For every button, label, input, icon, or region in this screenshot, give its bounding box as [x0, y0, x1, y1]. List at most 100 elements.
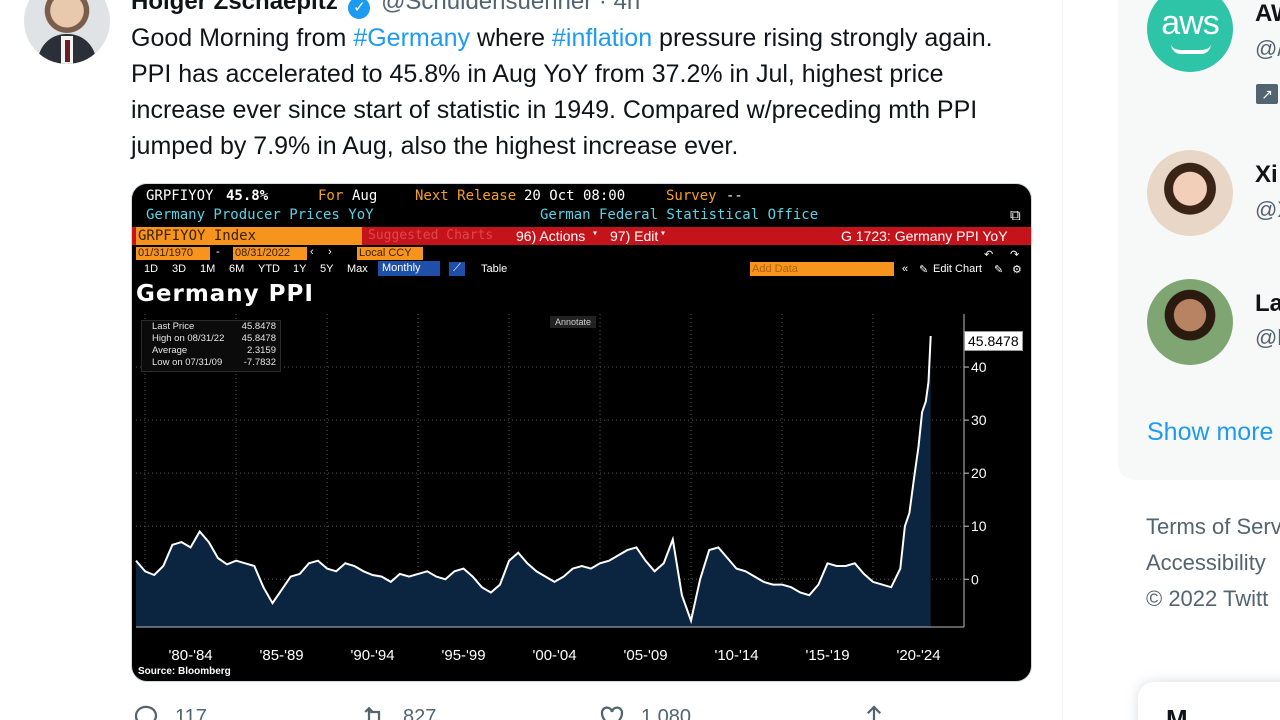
start-date-field[interactable]: 01/31/1970 — [136, 247, 210, 260]
y-tick-label: 30 — [971, 412, 987, 428]
chevron-left-icon[interactable]: ‹ — [310, 246, 314, 258]
promoted-link-icon: ↗ — [1256, 84, 1278, 104]
chevron-down-icon: ▾ — [592, 228, 599, 239]
period-6m[interactable]: 6M — [229, 263, 245, 275]
end-date-field[interactable]: 08/31/2022 — [233, 247, 307, 260]
like-button[interactable]: 1,080 — [597, 702, 691, 720]
follow-name[interactable]: AW — [1255, 0, 1280, 27]
chevron-right-icon[interactable]: › — [328, 246, 332, 258]
legend-label: Low on 07/31/09 — [152, 357, 223, 368]
x-tick-label: '95-'99 — [442, 647, 486, 664]
footer-terms-link[interactable]: Terms of Serv — [1146, 514, 1280, 539]
frequency-select[interactable]: Monthly — [378, 261, 440, 276]
legend-row-low: Low on 07/31/09 -7.7832 — [142, 357, 280, 369]
who-to-follow-panel — [1118, 0, 1280, 480]
edit-icon[interactable]: ✎ — [994, 264, 1004, 276]
terminal-next-release-label: Next Release — [415, 188, 517, 204]
aws-smile-icon — [1171, 44, 1211, 54]
tweet-timestamp[interactable]: · 4h — [598, 0, 641, 15]
chart-title: Germany PPI — [136, 281, 314, 307]
ppi-line — [135, 335, 932, 625]
chart-source: Source: Bloomberg — [138, 666, 231, 677]
follow-handle: @X — [1255, 197, 1280, 222]
table-button[interactable]: Table — [481, 263, 508, 275]
period-ytd[interactable]: YTD — [258, 263, 280, 275]
footer-accessibility-link[interactable]: Accessibility — [1146, 550, 1266, 575]
heart-icon — [600, 706, 624, 720]
currency-select[interactable]: Local CCY — [357, 247, 423, 260]
tweet-text-part: pressure rising strongly again. PPI has … — [131, 24, 993, 160]
tweet-text-part: where — [470, 24, 553, 52]
x-axis: '80-'84 '85-'89 '90-'94 '95-'99 '00-'04 '05-'… — [169, 647, 941, 664]
share-button[interactable] — [859, 702, 889, 720]
aws-logo: aws — [1161, 4, 1219, 42]
tweet-text: Good Morning from #Germany where #inflat… — [131, 20, 1031, 164]
retweet-button[interactable]: 827 — [359, 702, 436, 720]
legend-row-average: Average 2.3159 — [142, 345, 280, 357]
terminal-next-release-value: 20 Oct 08:00 — [524, 188, 626, 204]
tweet-author-row: Holger Zschaepitz ✓ @Schuldensuehner · 4… — [131, 0, 641, 19]
terminal-for-value: Aug — [352, 188, 378, 204]
line-chart-icon[interactable]: ⟋ — [449, 262, 465, 276]
follow-name[interactable]: Xi — [1255, 161, 1278, 188]
retweet-count: 827 — [403, 705, 437, 720]
actions-menu[interactable]: 96) Actions — [516, 228, 586, 244]
terminal-series-desc: Germany Producer Prices YoY — [146, 207, 374, 223]
follow-avatar[interactable] — [1147, 150, 1233, 236]
add-data-field[interactable]: Add Data — [750, 262, 894, 276]
x-tick-label: '15-'19 — [805, 647, 849, 664]
column-divider — [1062, 0, 1063, 720]
terminal-survey-label: Survey — [666, 188, 717, 204]
follow-handle: @l — [1255, 325, 1280, 350]
edit-chart-button[interactable]: Edit Chart — [933, 263, 982, 275]
hashtag-link[interactable]: #Germany — [353, 24, 471, 52]
ppi-area-fill — [136, 336, 931, 627]
verified-badge-icon: ✓ — [348, 0, 371, 19]
chart-code-label: G 1723: Germany PPI YoY — [841, 228, 1008, 244]
terminal-ticker: GRPFIYOY — [146, 188, 214, 204]
suggested-charts-button[interactable]: Suggested Charts — [368, 228, 494, 243]
gear-icon[interactable]: ⚙ — [1012, 264, 1022, 276]
x-tick-label: '10-'14 — [714, 647, 758, 664]
footer-copyright: © 2022 Twitt — [1146, 586, 1269, 611]
follow-avatar[interactable] — [1147, 279, 1233, 365]
author-handle[interactable]: @Schuldensuehner — [381, 0, 593, 15]
edit-menu[interactable]: 97) Edit — [610, 228, 659, 244]
show-more-link[interactable]: Show more — [1147, 418, 1274, 446]
y-tick-label: 20 — [971, 465, 987, 481]
index-field[interactable]: GRPFIYOY Index — [136, 227, 362, 245]
y-tick-label: 10 — [971, 518, 987, 534]
reply-icon — [134, 705, 158, 720]
legend-row-high: High on 08/31/22 45.8478 — [142, 333, 280, 345]
legend-value: 2.3159 — [246, 345, 276, 356]
messages-drawer[interactable]: M — [1138, 682, 1280, 720]
period-5y[interactable]: 5Y — [320, 263, 334, 275]
period-1m[interactable]: 1M — [200, 263, 216, 275]
redo-icon[interactable]: ↷ — [1010, 249, 1020, 261]
undo-icon[interactable]: ↶ — [984, 249, 994, 261]
annotate-button[interactable]: Annotate — [550, 316, 597, 328]
author-avatar[interactable] — [24, 0, 110, 64]
reply-button[interactable]: 117 — [131, 702, 207, 720]
pencil-icon[interactable]: ✎ — [919, 264, 929, 276]
tweet-media-image[interactable]: GRPFIYOY 45.8% For Aug Next Release 20 O… — [131, 183, 1032, 682]
legend-value: 45.8478 — [241, 333, 276, 344]
hashtag-link[interactable]: #inflation — [552, 24, 653, 52]
aws-avatar[interactable]: aws — [1147, 0, 1233, 72]
author-name[interactable]: Holger Zschaepitz — [131, 0, 338, 15]
legend-label: Last Price — [152, 321, 195, 332]
period-1y[interactable]: 1Y — [293, 263, 307, 275]
period-max[interactable]: Max — [347, 263, 368, 275]
chevron-down-icon: ▾ — [660, 228, 667, 239]
legend-row-last: Last Price 45.8478 — [142, 321, 280, 333]
terminal-source-desc: German Federal Statistical Office — [540, 207, 819, 223]
collapse-icon[interactable]: « — [902, 263, 909, 275]
follow-name[interactable]: La — [1255, 290, 1280, 317]
period-1d[interactable]: 1D — [144, 263, 159, 275]
popout-icon[interactable]: ⧉ — [1010, 206, 1021, 224]
terminal-survey-value: -- — [726, 188, 743, 204]
terminal-last-value: 45.8% — [226, 188, 269, 204]
period-3d[interactable]: 3D — [172, 263, 187, 275]
reply-count: 117 — [175, 705, 207, 720]
x-tick-label: '85-'89 — [260, 647, 304, 664]
